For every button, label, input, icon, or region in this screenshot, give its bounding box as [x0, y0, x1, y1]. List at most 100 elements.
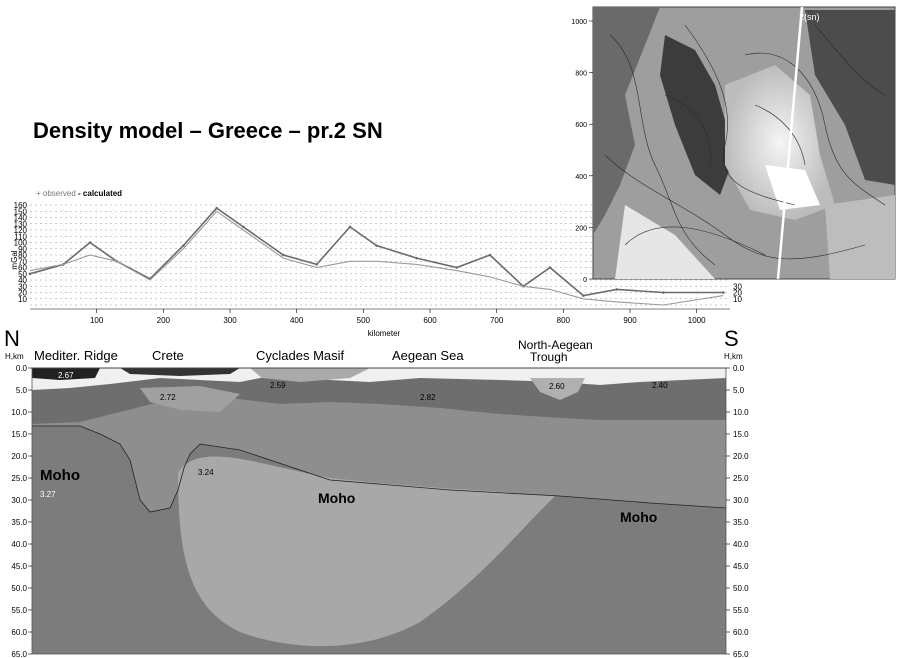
y-tick-label: 110	[14, 232, 27, 241]
y-tick-label: 150	[14, 207, 28, 216]
y-tick-label: 80	[18, 251, 27, 260]
series-calculated-line	[29, 210, 724, 306]
observed-point	[582, 294, 585, 297]
density-label-5: 2.60	[549, 382, 565, 391]
observed-point	[215, 206, 218, 210]
y-tick-label: 40	[18, 276, 27, 285]
section-frame	[31, 367, 727, 655]
region-mediter-ridge: Mediter. Ridge	[34, 348, 118, 363]
depth-tick-label-right: 35.0	[733, 518, 749, 527]
density-label-3: 2.59	[270, 381, 286, 390]
chart-series	[28, 206, 725, 306]
depth-tick-label-right: 5.0	[733, 386, 745, 395]
depth-tick-label-left: 5.0	[16, 386, 28, 395]
map-dark-east	[805, 10, 895, 185]
density-label-2: 2.72	[160, 393, 176, 402]
map-y-tick-label: 800	[575, 71, 587, 78]
x-axis-ticks: 100 200 300 400 500 600 700 800 900 1000	[30, 308, 730, 325]
depth-tick-label-right: 40.0	[733, 540, 749, 549]
south-label: S	[724, 326, 739, 351]
depth-tick-label-left: 10.0	[11, 408, 27, 417]
observed-point	[182, 244, 185, 247]
y-tick-label: 140	[14, 214, 28, 223]
y-tick-label: 10	[18, 295, 27, 304]
x-tick-label: 800	[557, 316, 571, 325]
x-tick-label: 700	[490, 316, 504, 325]
body-2-72	[140, 386, 240, 412]
depth-tick-label-right: 30.0	[733, 496, 749, 505]
right-unit-label: H,km	[724, 352, 743, 361]
legend-calculated: - calculated	[78, 189, 123, 198]
region-crete: Crete	[152, 348, 184, 363]
north-label: N	[4, 326, 20, 351]
map-y-tick-label: 0	[583, 277, 587, 284]
depth-tick-label-left: 45.0	[11, 562, 27, 571]
x-tick-label: 200	[157, 316, 171, 325]
moho-line	[32, 425, 727, 513]
depth-tick-label-left: 15.0	[11, 430, 27, 439]
y-tick-label-right: 20	[733, 289, 742, 298]
y-tick-label: 60	[18, 264, 27, 273]
x-tick-label: 900	[623, 316, 637, 325]
region-cyclades-masif: Cyclades Masif	[256, 348, 345, 363]
y-tick-label: 120	[14, 226, 28, 235]
depth-tick-label-left: 60.0	[11, 628, 27, 637]
gravity-chart: 160150140130120110100908070605040302010 …	[10, 201, 742, 338]
observed-point	[282, 253, 285, 257]
body-dark-top	[120, 368, 240, 376]
density-label-4: 2.82	[420, 393, 436, 402]
depth-tick-label-right: 25.0	[733, 474, 749, 483]
map-bright-spot	[765, 165, 820, 210]
x-tick-label: 600	[423, 316, 437, 325]
moho-label-1: Moho	[40, 467, 80, 484]
density-section: 2.67 2.72 2.59 2.82 2.60 2.40 3.24 3.27 …	[11, 364, 749, 658]
density-label-6: 2.40	[652, 381, 668, 390]
x-axis-label: kilometer	[368, 329, 401, 338]
body-2-60	[530, 378, 585, 400]
chart-legend: + observed - calculated	[36, 189, 122, 198]
observed-point	[28, 272, 32, 276]
moho-label-3: Moho	[620, 509, 657, 525]
depth-tick-label-left: 20.0	[11, 452, 27, 461]
depth-tick-label-left: 55.0	[11, 606, 27, 615]
depth-tick-label-left: 50.0	[11, 584, 27, 593]
y-tick-label-right: 30	[733, 282, 742, 291]
depth-tick-label-left: 35.0	[11, 518, 27, 527]
observed-point	[348, 225, 352, 229]
gravity-map: 2(sn) 1000 800 600 400 200 0	[571, 6, 896, 284]
map-light-south	[615, 205, 715, 279]
depth-tick-label-right: 15.0	[733, 430, 749, 439]
x-tick-label: 400	[290, 316, 304, 325]
y-tick-label: 70	[18, 257, 27, 266]
x-tick-label: 500	[357, 316, 371, 325]
x-tick-label: 100	[90, 316, 104, 325]
depth-tick-label-left: 25.0	[11, 474, 27, 483]
x-tick-label: 1000	[688, 316, 706, 325]
region-north-aegean: North-Aegean	[518, 338, 593, 352]
observed-point	[415, 256, 418, 260]
left-unit-label: H,km	[5, 352, 24, 361]
depth-tick-label-right: 50.0	[733, 584, 749, 593]
observed-point	[662, 291, 665, 294]
y-tick-label: 50	[18, 270, 27, 279]
density-label-1: 2.67	[58, 371, 74, 380]
observed-point	[88, 241, 92, 244]
body-2-59	[250, 368, 370, 382]
density-label-8: 3.27	[40, 490, 56, 499]
x-tick-label: 300	[223, 316, 237, 325]
moho-label-2: Moho	[318, 490, 355, 506]
map-y-tick-label: 400	[575, 174, 587, 181]
observed-point	[615, 288, 618, 291]
depth-tick-label-right: 65.0	[733, 650, 749, 658]
map-medium-southeast	[825, 195, 895, 279]
page-title: Density model – Greece – pr.2 SN	[33, 118, 383, 143]
depth-tick-label-right: 0.0	[733, 364, 745, 373]
y-tick-label: 20	[18, 289, 27, 298]
map-dark-ridge	[660, 35, 735, 195]
profile-label: 2(sn)	[799, 12, 820, 22]
y-tick-label-right: 10	[733, 295, 742, 304]
observed-point	[548, 266, 552, 269]
depth-tick-label-right: 60.0	[733, 628, 749, 637]
